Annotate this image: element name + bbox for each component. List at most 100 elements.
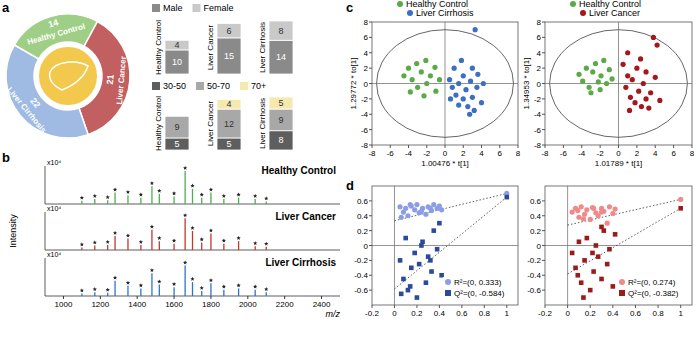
y-tick <box>542 129 545 130</box>
point <box>431 228 436 233</box>
point <box>613 206 618 211</box>
point <box>620 62 625 67</box>
x-tick <box>635 305 636 308</box>
x-tick <box>600 145 601 148</box>
legend-swatch <box>196 82 204 90</box>
category-label: Liver Cancer <box>206 100 215 146</box>
y-tick-label: -0.6 <box>354 286 368 295</box>
point <box>570 251 575 256</box>
y-tick <box>542 98 545 99</box>
legend-swatch <box>193 4 201 12</box>
point <box>414 202 419 207</box>
peak-star <box>139 240 143 244</box>
category-label: Liver Cirrhosis <box>258 22 267 73</box>
point <box>643 69 648 74</box>
data-label: 14 <box>276 52 286 62</box>
x-tick <box>612 305 613 308</box>
point <box>651 35 656 40</box>
peak-star <box>106 240 110 244</box>
x-tick <box>63 296 64 299</box>
peak-star <box>183 213 187 217</box>
peak <box>151 273 152 296</box>
point <box>678 206 683 211</box>
x-tick-label: -4 <box>405 149 413 158</box>
legend-marker <box>445 279 451 285</box>
bar-segment <box>217 23 241 37</box>
point <box>439 207 444 212</box>
point <box>432 65 437 70</box>
peak-star <box>157 279 161 283</box>
y-tick <box>542 68 545 69</box>
peak <box>94 292 95 296</box>
y-tick-label: 0 <box>537 80 542 89</box>
point <box>632 100 637 105</box>
peak <box>127 239 128 250</box>
plot-frame <box>545 186 692 305</box>
y-tick <box>542 245 545 246</box>
point <box>439 273 444 278</box>
point <box>423 58 428 63</box>
peak <box>192 189 193 204</box>
point <box>582 258 587 263</box>
x-tick-label: 0.2 <box>585 309 597 318</box>
bar-segment <box>269 97 293 109</box>
regression-line <box>568 208 681 274</box>
y-tick <box>369 245 372 246</box>
plot-area <box>377 27 514 137</box>
bar-segment <box>269 109 293 131</box>
legend-label: Liver Cancer <box>589 8 640 18</box>
x-tick <box>545 305 546 308</box>
y-tick <box>542 145 545 146</box>
peak <box>266 292 267 296</box>
data-label: 5 <box>226 139 231 149</box>
peak <box>140 198 141 204</box>
x-tick-label: 2200 <box>276 300 294 309</box>
y-tick <box>542 52 545 53</box>
peak-star <box>253 241 257 245</box>
point <box>598 73 603 78</box>
peak-star <box>237 236 241 240</box>
point <box>654 42 659 47</box>
point <box>465 104 470 109</box>
x-tick-label: 1800 <box>202 300 220 309</box>
peak <box>159 194 160 204</box>
x-axis-label: m/z <box>326 309 341 319</box>
plot-frame <box>372 186 518 305</box>
point <box>448 96 453 101</box>
y-axis <box>45 166 46 204</box>
x-axis-label: 1.01789 * t[1] <box>595 159 643 168</box>
legend-swatch <box>152 4 160 12</box>
x-tick <box>137 296 138 299</box>
y-tick-label: -4 <box>361 110 369 119</box>
peak-star <box>93 240 97 244</box>
x-tick <box>174 296 175 299</box>
point <box>599 209 604 214</box>
legend-swatch <box>240 82 248 90</box>
y-tick-label: 6 <box>537 33 542 42</box>
peak <box>223 199 224 204</box>
point <box>582 212 587 217</box>
point <box>408 89 413 94</box>
y-tick <box>369 129 372 130</box>
slice-label: Liver Cancer <box>115 56 128 105</box>
y-tick <box>369 200 372 201</box>
point <box>581 295 586 300</box>
y-tick <box>542 200 545 201</box>
bar-segment <box>217 138 241 150</box>
y-tick <box>542 230 545 231</box>
point <box>588 90 593 95</box>
peak-star <box>106 195 110 199</box>
peak <box>140 245 141 250</box>
x-tick-label: -0.2 <box>365 309 379 318</box>
scale-label: x10⁴ <box>47 251 61 258</box>
legend-label: Liver Cirrhosis <box>416 8 474 18</box>
x-tick-label: 6 <box>671 149 676 158</box>
y-tick-label: 2 <box>537 64 542 73</box>
y-tick-label: -0.4 <box>527 271 541 280</box>
legend-marker <box>619 290 625 296</box>
y-tick <box>369 215 372 216</box>
y-axis <box>45 258 46 296</box>
data-label: 21 <box>105 74 116 85</box>
point <box>638 56 643 61</box>
peak-star <box>190 226 194 230</box>
